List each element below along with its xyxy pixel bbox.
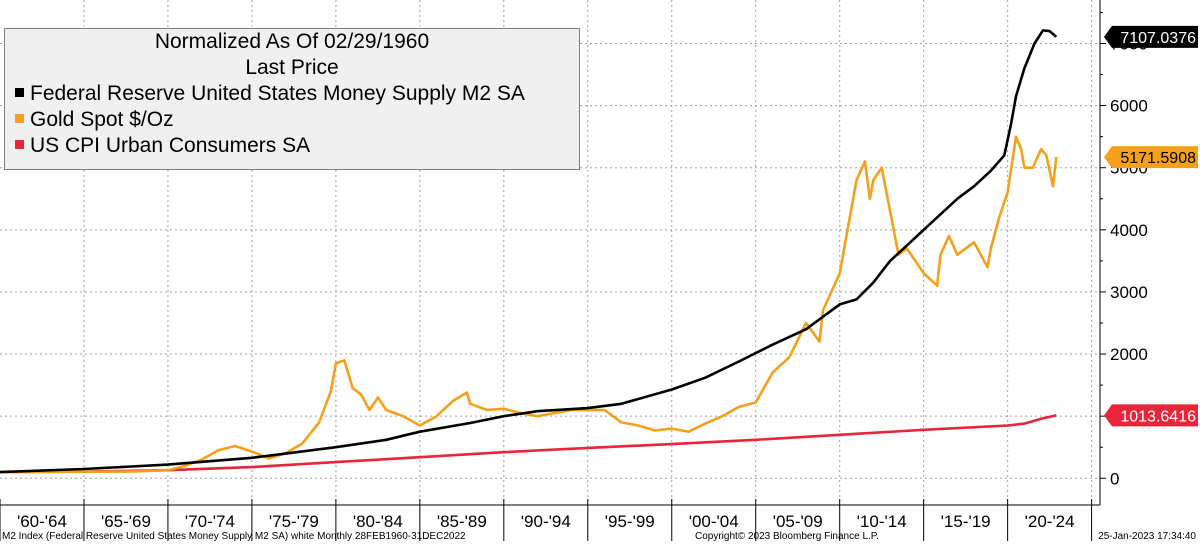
x-tick-label: '90-'94	[521, 512, 571, 531]
last-value-text: 1013.6416	[1120, 408, 1196, 425]
x-tick-label: '95-'99	[605, 512, 655, 531]
x-tick-label: '65-'69	[101, 512, 151, 531]
grid-lines	[0, 0, 1100, 505]
last-value-label-0: 7107.0376	[1104, 25, 1198, 48]
series-line-1	[0, 135, 1058, 474]
series-lines	[0, 29, 1058, 474]
y-axis: 01000200030004000500060007000	[1099, 0, 1148, 505]
y-tick-label: 4000	[1110, 221, 1148, 240]
legend-subtitle: Last Price	[245, 56, 339, 79]
x-tick-label: '80-'84	[353, 512, 403, 531]
footer-source: M2 Index (Federal Reserve United States …	[2, 531, 466, 542]
x-axis: '60-'64 '65-'69 '70-'74 '75-'79 '80-'84 '85-'…	[0, 499, 1100, 541]
legend-swatch-cpi	[15, 139, 24, 149]
x-tick-label: '20-'24	[1025, 512, 1075, 531]
legend-swatch-gold	[15, 113, 24, 123]
y-tick-label: 3000	[1110, 283, 1148, 302]
x-tick-label: '85-'89	[437, 512, 487, 531]
legend-label-m2: Federal Reserve United States Money Supp…	[30, 82, 525, 105]
x-tick-label: '00-'04	[689, 512, 739, 531]
y-tick-label: 0	[1110, 469, 1119, 488]
series-line-2	[0, 414, 1057, 474]
x-tick-label: '15-'19	[941, 512, 991, 531]
last-value-box	[1104, 25, 1198, 48]
x-tick-label: '05-'09	[773, 512, 823, 531]
y-tick-label: 6000	[1110, 97, 1148, 116]
last-value-label-2: 1013.6416	[1104, 404, 1198, 427]
series-line-0	[0, 29, 1058, 474]
footer-timestamp: 25-Jan-2023 17:34:40	[1098, 531, 1196, 542]
legend-label-cpi: US CPI Urban Consumers SA	[30, 134, 311, 157]
y-tick-label: 2000	[1110, 345, 1148, 364]
legend-label-gold: Gold Spot $/Oz	[30, 108, 174, 131]
last-value-labels: 7107.0376 5171.5908 1013.6416	[1104, 25, 1198, 427]
legend-item-gold: Gold Spot $/Oz	[5, 107, 579, 133]
last-value-box	[1104, 404, 1198, 427]
legend-item-m2: Federal Reserve United States Money Supp…	[5, 81, 579, 107]
footer-copyright: Copyright© 2023 Bloomberg Finance L.P.	[695, 531, 879, 542]
x-tick-label: '10-'14	[857, 512, 907, 531]
legend-title: Normalized As Of 02/29/1960	[154, 30, 430, 53]
legend-swatch-m2	[15, 87, 24, 97]
last-value-text: 5171.5908	[1120, 150, 1196, 167]
last-value-label-1: 5171.5908	[1104, 146, 1198, 169]
legend: Normalized As Of 02/29/1960 Last Price F…	[4, 28, 580, 170]
x-tick-label: '60-'64	[17, 512, 67, 531]
x-tick-label: '70-'74	[185, 512, 235, 531]
last-value-text: 7107.0376	[1120, 30, 1196, 47]
x-tick-label: '75-'79	[269, 512, 319, 531]
last-value-box	[1104, 146, 1198, 169]
legend-item-cpi: US CPI Urban Consumers SA	[5, 133, 579, 159]
